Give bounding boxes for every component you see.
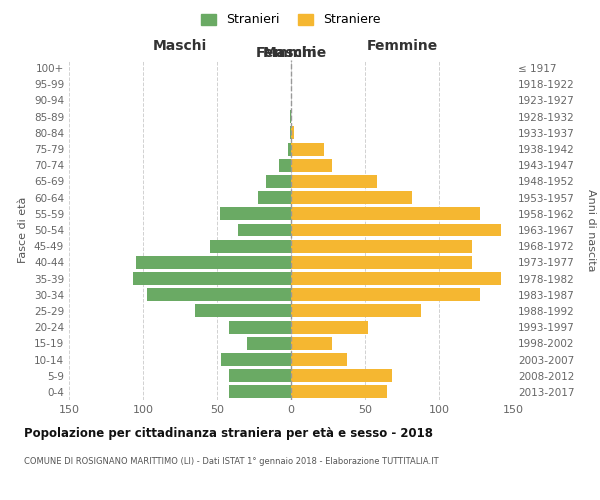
Bar xyxy=(288,142,291,156)
Y-axis label: Fasce di età: Fasce di età xyxy=(19,197,28,263)
Bar xyxy=(291,256,472,269)
Bar xyxy=(291,142,323,156)
Bar xyxy=(148,288,291,301)
Bar xyxy=(229,386,291,398)
Text: Popolazione per cittadinanza straniera per età e sesso - 2018: Popolazione per cittadinanza straniera p… xyxy=(24,428,433,440)
Bar xyxy=(291,191,412,204)
Bar xyxy=(229,320,291,334)
Text: Femmine: Femmine xyxy=(367,39,437,53)
Bar xyxy=(238,224,291,236)
Bar xyxy=(133,272,291,285)
Text: Maschi: Maschi xyxy=(153,39,207,53)
Y-axis label: Anni di nascita: Anni di nascita xyxy=(586,188,596,271)
Bar xyxy=(290,110,291,123)
Bar xyxy=(247,337,291,350)
Text: Femmine: Femmine xyxy=(256,46,328,60)
Bar xyxy=(291,175,377,188)
Bar xyxy=(290,126,291,140)
Bar xyxy=(291,126,294,140)
Bar xyxy=(291,288,481,301)
Bar xyxy=(291,369,392,382)
Bar xyxy=(229,369,291,382)
Bar xyxy=(291,208,481,220)
Bar xyxy=(291,224,501,236)
Bar xyxy=(266,175,291,188)
Text: COMUNE DI ROSIGNANO MARITTIMO (LI) - Dati ISTAT 1° gennaio 2018 - Elaborazione T: COMUNE DI ROSIGNANO MARITTIMO (LI) - Dat… xyxy=(24,458,439,466)
Bar xyxy=(291,320,368,334)
Bar xyxy=(291,272,501,285)
Legend: Stranieri, Straniere: Stranieri, Straniere xyxy=(196,8,386,32)
Bar xyxy=(209,240,291,252)
Bar xyxy=(136,256,291,269)
Bar xyxy=(291,337,332,350)
Bar xyxy=(221,353,291,366)
Bar xyxy=(291,386,387,398)
Bar xyxy=(291,353,347,366)
Bar xyxy=(220,208,291,220)
Bar xyxy=(291,304,421,318)
Bar xyxy=(291,159,332,172)
Text: Maschi: Maschi xyxy=(263,46,317,60)
Bar xyxy=(259,191,291,204)
Bar xyxy=(279,159,291,172)
Bar xyxy=(195,304,291,318)
Bar xyxy=(291,240,472,252)
